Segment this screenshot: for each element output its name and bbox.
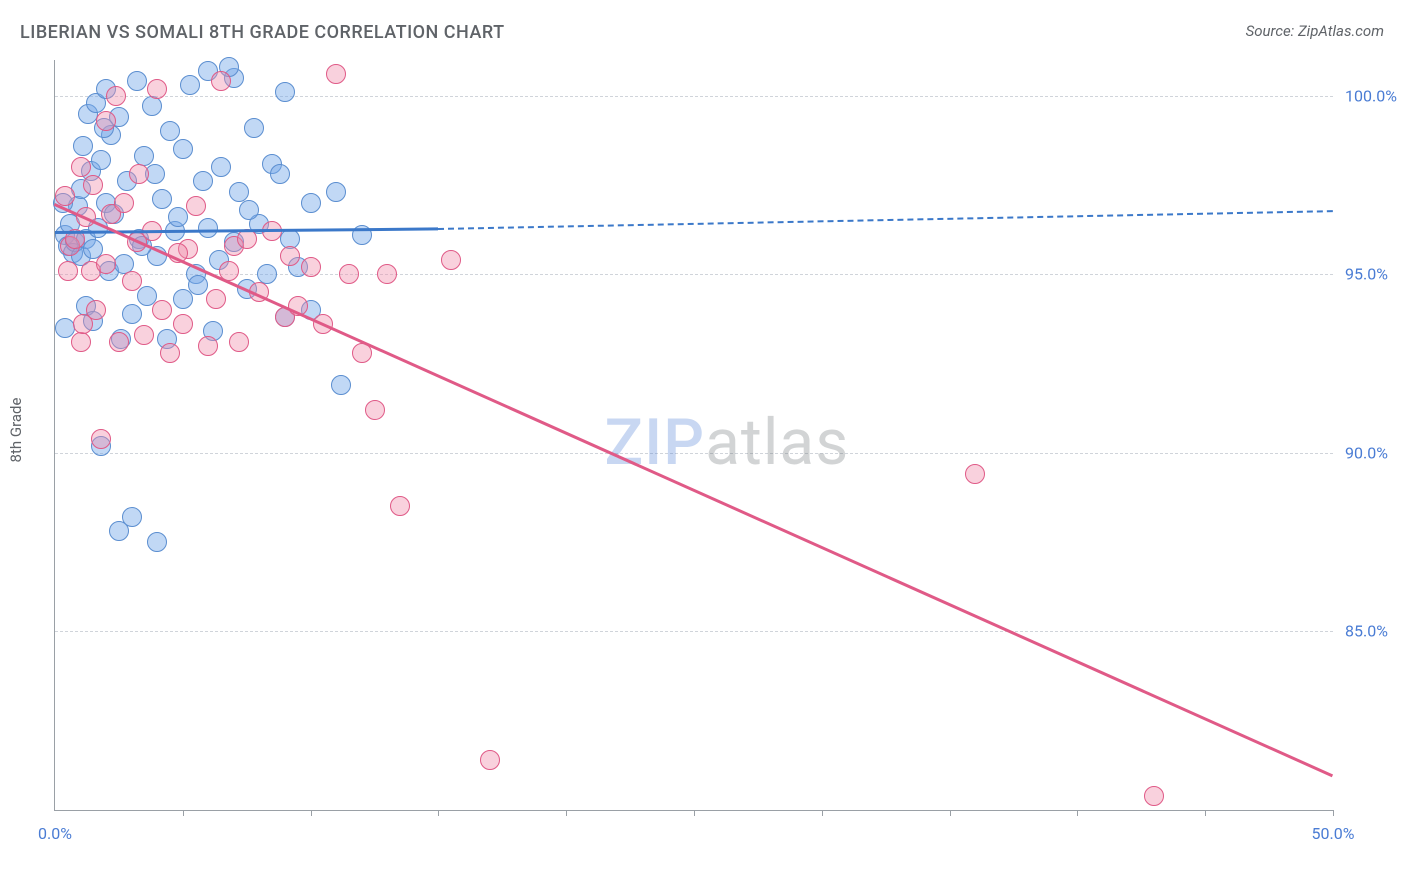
data-point xyxy=(198,218,218,238)
data-point xyxy=(326,64,346,84)
x-tick-mark xyxy=(1333,810,1334,816)
data-point xyxy=(152,300,172,320)
x-tick-mark xyxy=(183,810,184,816)
data-point xyxy=(390,496,410,516)
data-point xyxy=(71,332,91,352)
data-point xyxy=(193,171,213,191)
x-tick-label: 0.0% xyxy=(38,824,72,843)
data-point xyxy=(96,111,116,131)
trend-line-dashed xyxy=(438,210,1333,230)
y-tick-label: 95.0% xyxy=(1345,265,1388,284)
data-point xyxy=(365,400,385,420)
gridline xyxy=(55,631,1333,632)
data-point xyxy=(301,193,321,213)
data-point xyxy=(326,182,346,202)
chart-plot-area: 85.0%90.0%95.0%100.0%0.0%50.0%ZIPatlas xyxy=(54,60,1333,811)
data-point xyxy=(441,250,461,270)
data-point xyxy=(206,289,226,309)
x-tick-mark xyxy=(822,810,823,816)
data-point xyxy=(160,121,180,141)
data-point xyxy=(160,343,180,363)
data-point xyxy=(73,314,93,334)
data-point xyxy=(1144,786,1164,806)
gridline xyxy=(55,96,1333,97)
data-point xyxy=(186,196,206,216)
data-point xyxy=(180,75,200,95)
data-point xyxy=(168,207,188,227)
gridline xyxy=(55,453,1333,454)
chart-title: LIBERIAN VS SOMALI 8TH GRADE CORRELATION… xyxy=(20,22,505,43)
x-tick-mark xyxy=(694,810,695,816)
x-tick-mark xyxy=(1205,810,1206,816)
data-point xyxy=(58,261,78,281)
y-tick-label: 85.0% xyxy=(1345,622,1388,641)
data-point xyxy=(239,200,259,220)
data-point xyxy=(142,96,162,116)
data-point xyxy=(106,86,126,106)
data-point xyxy=(152,189,172,209)
data-point xyxy=(91,429,111,449)
y-tick-label: 100.0% xyxy=(1345,86,1397,105)
data-point xyxy=(114,193,134,213)
x-tick-mark xyxy=(438,810,439,816)
y-tick-label: 90.0% xyxy=(1345,443,1388,462)
data-point xyxy=(127,71,147,91)
data-point xyxy=(71,157,91,177)
data-point xyxy=(270,164,290,184)
data-point xyxy=(96,254,116,274)
data-point xyxy=(122,271,142,291)
data-point xyxy=(173,289,193,309)
data-point xyxy=(211,71,231,91)
data-point xyxy=(188,275,208,295)
data-point xyxy=(55,186,75,206)
data-point xyxy=(301,257,321,277)
data-point xyxy=(280,246,300,266)
x-tick-mark xyxy=(1077,810,1078,816)
data-point xyxy=(73,136,93,156)
data-point xyxy=(91,150,111,170)
data-point xyxy=(275,82,295,102)
x-tick-mark xyxy=(311,810,312,816)
data-point xyxy=(134,325,154,345)
data-point xyxy=(173,314,193,334)
data-point xyxy=(109,332,129,352)
data-point xyxy=(198,336,218,356)
y-axis-label: 8th Grade xyxy=(7,398,25,463)
data-point xyxy=(83,175,103,195)
x-tick-mark xyxy=(566,810,567,816)
data-point xyxy=(147,79,167,99)
data-point xyxy=(331,375,351,395)
source-text: Source: ZipAtlas.com xyxy=(1246,22,1384,40)
data-point xyxy=(122,304,142,324)
data-point xyxy=(129,164,149,184)
data-point xyxy=(173,139,193,159)
trend-line xyxy=(54,203,1333,777)
data-point xyxy=(211,157,231,177)
data-point xyxy=(339,264,359,284)
data-point xyxy=(229,182,249,202)
gridline xyxy=(55,274,1333,275)
data-point xyxy=(377,264,397,284)
x-tick-mark xyxy=(950,810,951,816)
data-point xyxy=(244,118,264,138)
data-point xyxy=(229,332,249,352)
data-point xyxy=(147,532,167,552)
data-point xyxy=(965,464,985,484)
x-tick-label: 50.0% xyxy=(1312,824,1355,843)
data-point xyxy=(122,507,142,527)
data-point xyxy=(480,750,500,770)
